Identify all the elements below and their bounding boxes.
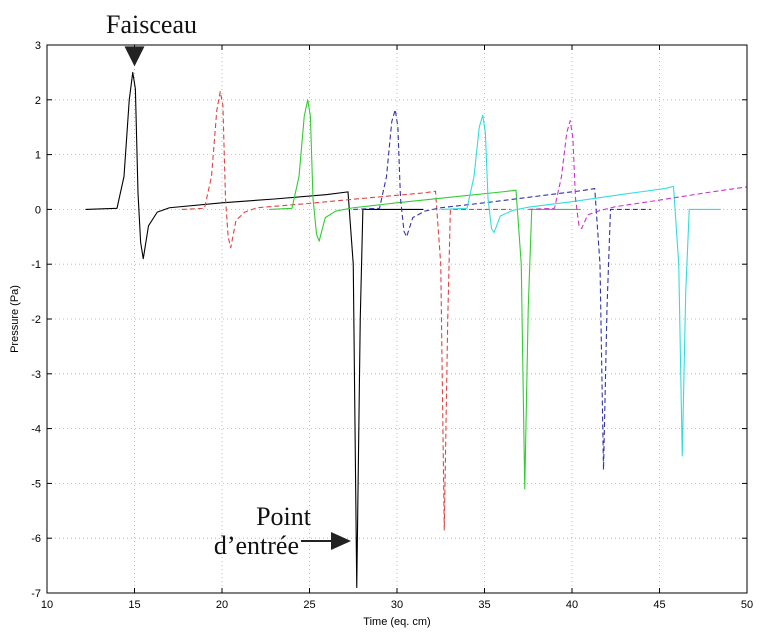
y-tick-label: -4 <box>31 424 41 436</box>
grid <box>47 45 747 593</box>
ticks <box>46 44 748 594</box>
series-layer <box>85 71 747 589</box>
x-tick-label: 20 <box>216 599 228 611</box>
annotation-faisceau: Faisceau <box>106 10 197 39</box>
x-tick-label: 45 <box>653 599 665 611</box>
series-line-3 <box>353 109 651 471</box>
y-tick-label: 2 <box>35 95 41 107</box>
x-tick-labels: 10 15 20 25 30 35 40 45 50 <box>41 599 753 611</box>
series-line-4 <box>440 114 721 457</box>
y-tick-labels: -7 -6 -5 -4 -3 -2 -1 0 1 2 3 <box>31 40 41 600</box>
annotation-arrow-faisceau <box>124 46 145 67</box>
x-tick-label: 40 <box>566 599 578 611</box>
annotation-entree: d’entrée <box>214 531 299 560</box>
x-tick-label: 15 <box>128 599 140 611</box>
y-tick-label: -5 <box>31 478 41 490</box>
x-tick-label: 10 <box>41 599 53 611</box>
y-tick-label: -3 <box>31 369 41 381</box>
series-line-0 <box>85 71 424 589</box>
y-tick-label: 1 <box>35 150 41 162</box>
series-line-5 <box>528 120 747 230</box>
y-tick-label: -1 <box>31 259 41 271</box>
x-tick-label: 50 <box>741 599 753 611</box>
x-axis-label: Time (eq. cm) <box>363 616 430 628</box>
y-tick-label: -2 <box>31 314 41 326</box>
x-tick-label: 30 <box>391 599 403 611</box>
y-tick-label: 0 <box>35 204 41 216</box>
x-tick-label: 25 <box>303 599 315 611</box>
series-line-2 <box>269 99 581 490</box>
y-tick-label: 3 <box>35 40 41 52</box>
annotation-arrow-entree-head <box>331 531 351 550</box>
y-tick-label: -6 <box>31 533 41 545</box>
x-tick-label: 35 <box>478 599 490 611</box>
series-line-1 <box>181 91 511 531</box>
y-tick-label: -7 <box>31 588 41 600</box>
annotations: Faisceau Point d’entrée <box>106 10 351 560</box>
y-axis-label: Pressure (Pa) <box>9 285 21 353</box>
annotation-point: Point <box>256 502 312 531</box>
